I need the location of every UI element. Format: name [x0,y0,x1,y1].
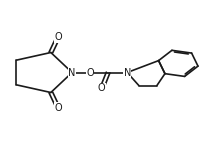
Text: O: O [98,84,106,93]
Text: O: O [54,32,62,42]
Text: N: N [124,68,131,77]
Text: O: O [54,103,62,113]
Text: N: N [68,68,76,77]
Text: O: O [86,68,94,77]
